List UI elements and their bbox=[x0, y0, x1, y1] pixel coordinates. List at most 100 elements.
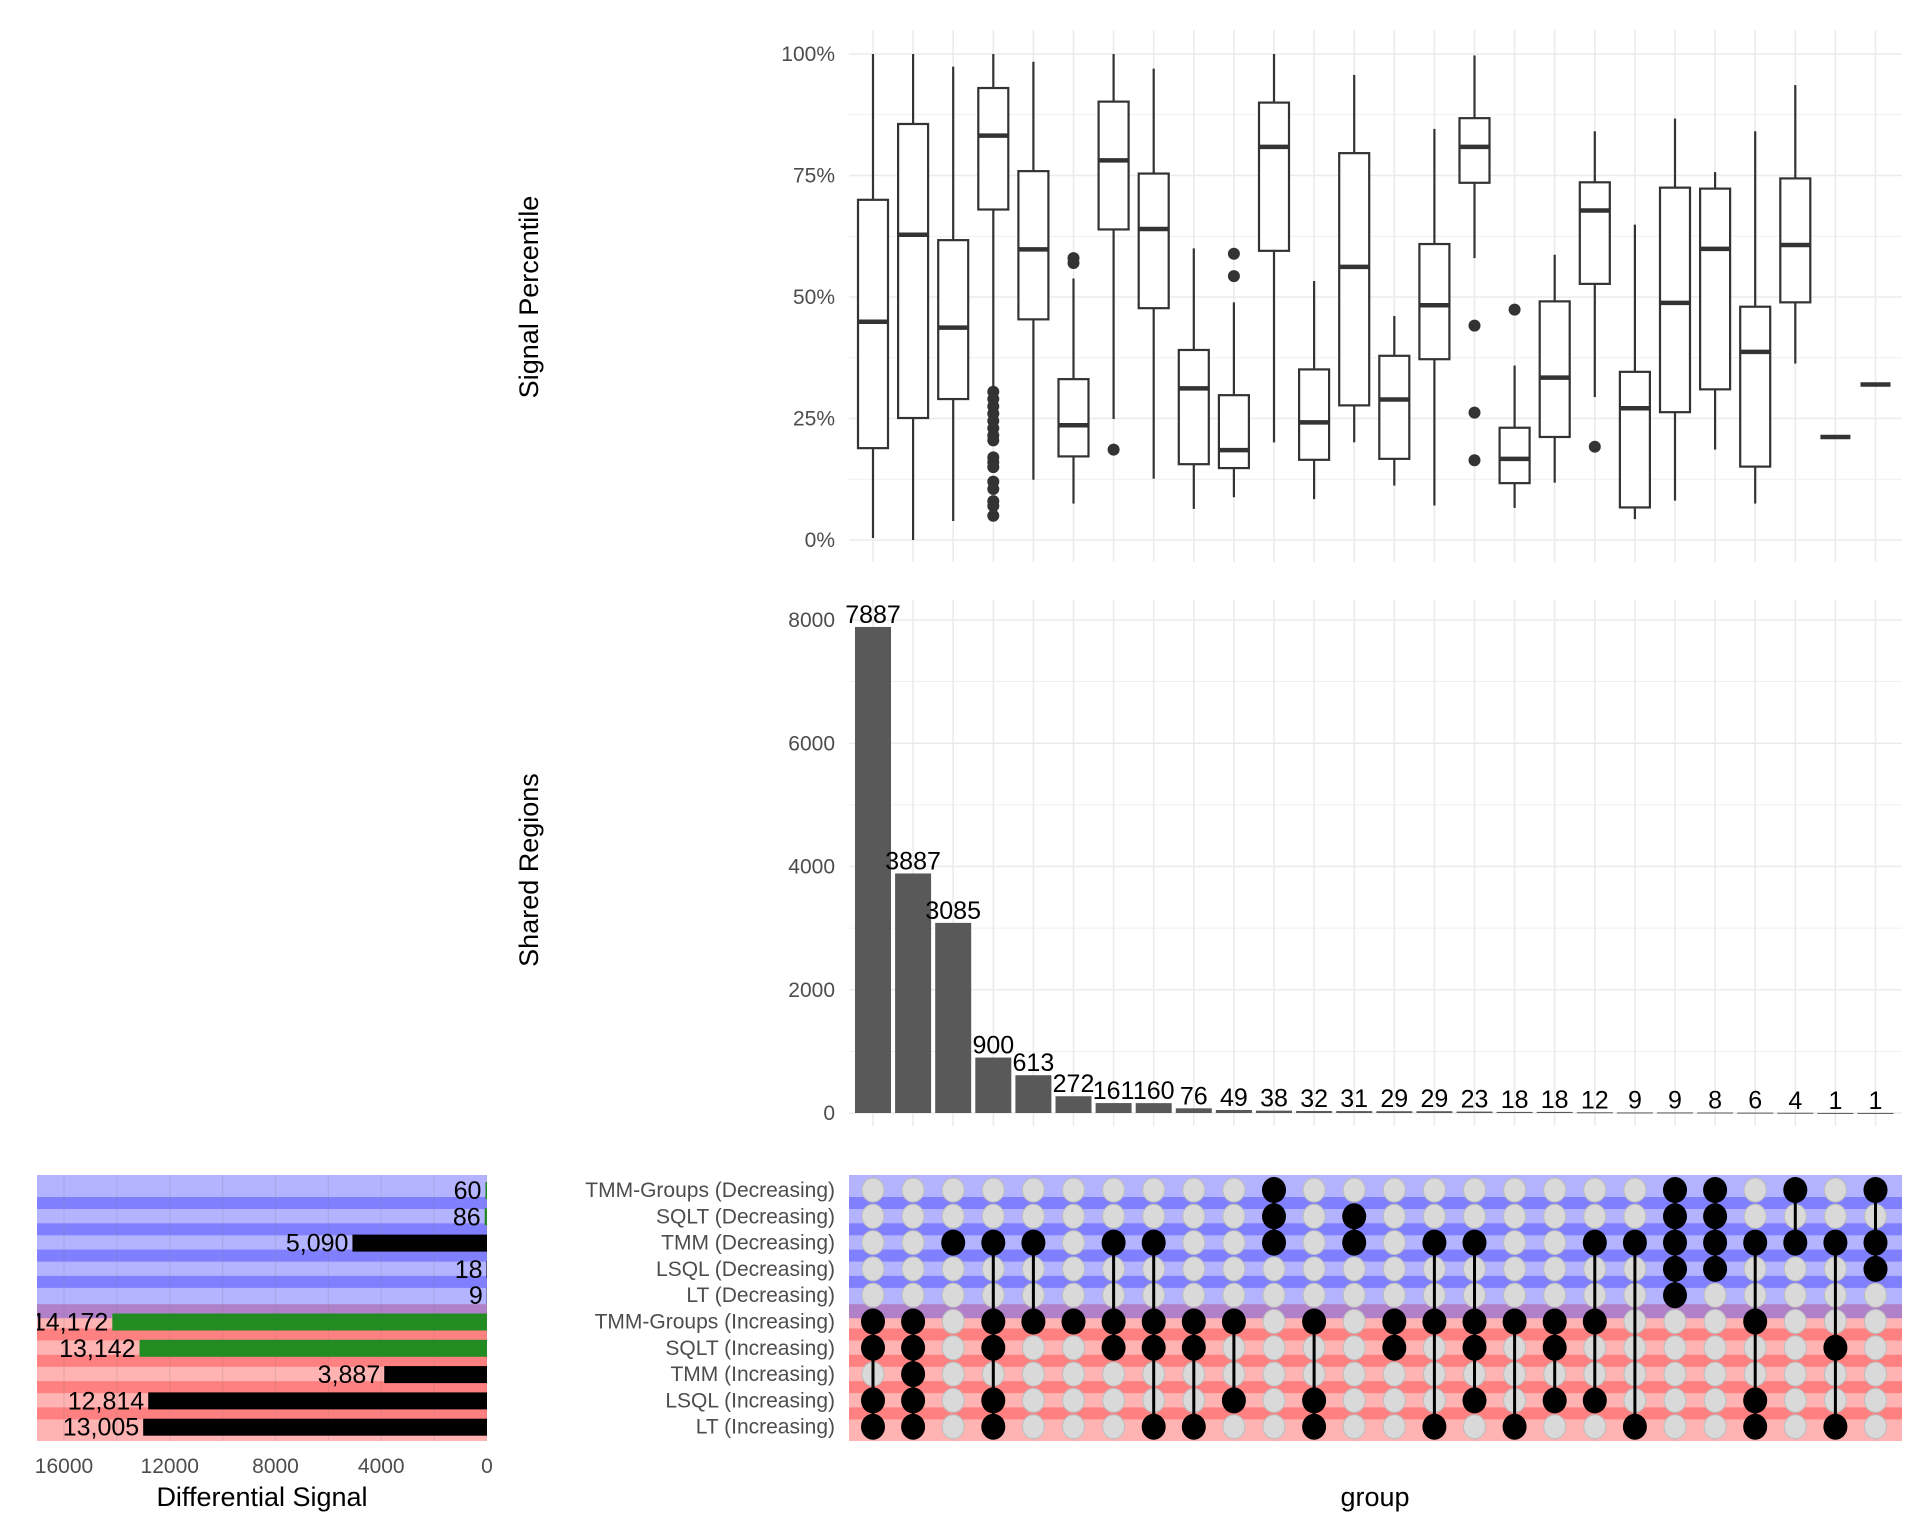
outlier-point bbox=[987, 499, 1000, 512]
matrix-column bbox=[1021, 1177, 1046, 1440]
inactive-dot bbox=[1543, 1256, 1567, 1282]
active-dot bbox=[1743, 1387, 1768, 1414]
inactive-dot bbox=[1543, 1203, 1567, 1229]
active-dot bbox=[1542, 1334, 1567, 1361]
matrix-column bbox=[1863, 1177, 1888, 1440]
set-size-bar bbox=[352, 1234, 487, 1252]
active-dot bbox=[981, 1387, 1006, 1414]
active-dot bbox=[1582, 1308, 1607, 1335]
set-label: LSQL (Decreasing) bbox=[656, 1258, 835, 1281]
set-size-label: 13,142 bbox=[59, 1335, 135, 1363]
set-label: TMM (Increasing) bbox=[670, 1363, 835, 1386]
box bbox=[977, 54, 1010, 522]
inactive-dot bbox=[1062, 1203, 1085, 1229]
matrix-column bbox=[861, 1177, 885, 1440]
set-size-label: 14,172 bbox=[32, 1309, 108, 1337]
inactive-dot bbox=[901, 1282, 925, 1308]
bar-value-label: 18 bbox=[1501, 1086, 1529, 1114]
inactive-dot bbox=[1182, 1256, 1206, 1282]
bar bbox=[855, 626, 891, 1113]
inactive-dot bbox=[1222, 1256, 1246, 1282]
y-tick-label: 100% bbox=[781, 43, 835, 66]
decreasing-stripe bbox=[849, 1197, 1902, 1209]
decreasing-stripe bbox=[849, 1223, 1902, 1236]
box bbox=[1297, 280, 1331, 500]
set-size-bar bbox=[384, 1366, 487, 1384]
box bbox=[1739, 131, 1772, 504]
inactive-dot bbox=[1663, 1335, 1687, 1361]
active-dot bbox=[901, 1387, 926, 1414]
set-size-label: 5,090 bbox=[286, 1230, 349, 1258]
box bbox=[1618, 224, 1652, 520]
inactive-dot bbox=[1062, 1387, 1085, 1413]
inactive-dot bbox=[1864, 1387, 1887, 1413]
active-dot bbox=[1181, 1334, 1206, 1361]
set-size-label: 3,887 bbox=[318, 1361, 381, 1389]
inactive-dot bbox=[1503, 1256, 1527, 1282]
inactive-dot bbox=[1182, 1282, 1206, 1308]
inactive-dot bbox=[1342, 1177, 1366, 1203]
increasing-stripe bbox=[849, 1354, 1902, 1367]
y-tick-label: 25% bbox=[793, 408, 835, 431]
active-dot bbox=[1382, 1334, 1407, 1361]
matrix-column bbox=[1582, 1177, 1607, 1440]
inactive-dot bbox=[1062, 1282, 1085, 1308]
bar bbox=[1296, 1111, 1333, 1113]
inactive-dot bbox=[1021, 1414, 1045, 1440]
inactive-dot bbox=[1342, 1361, 1366, 1387]
bar bbox=[1817, 1112, 1854, 1114]
bar-value-label: 160 bbox=[1133, 1077, 1175, 1105]
active-dot bbox=[1863, 1229, 1888, 1256]
bar-value-label: 23 bbox=[1461, 1086, 1489, 1114]
inactive-dot bbox=[1422, 1177, 1446, 1203]
inactive-dot bbox=[861, 1256, 885, 1282]
active-dot bbox=[1422, 1413, 1447, 1440]
inactive-dot bbox=[981, 1203, 1005, 1229]
bar-value-label: 6 bbox=[1748, 1087, 1762, 1115]
box-iqr bbox=[977, 86, 1010, 211]
active-dot bbox=[1542, 1387, 1567, 1414]
outlier-point bbox=[987, 482, 1000, 495]
active-dot bbox=[1743, 1229, 1768, 1256]
inactive-dot bbox=[1342, 1309, 1366, 1334]
active-dot bbox=[1141, 1229, 1166, 1256]
inactive-dot bbox=[901, 1230, 925, 1256]
bar bbox=[1376, 1111, 1413, 1113]
inactive-dot bbox=[941, 1309, 965, 1334]
inactive-dot bbox=[1543, 1177, 1567, 1203]
y-tick-label: 8000 bbox=[788, 609, 835, 632]
inactive-dot bbox=[1021, 1203, 1045, 1229]
inactive-dot bbox=[1783, 1256, 1807, 1282]
inactive-dot bbox=[1783, 1414, 1807, 1440]
active-dot bbox=[1663, 1177, 1687, 1203]
matrix-column bbox=[1823, 1177, 1848, 1440]
box-iqr bbox=[1097, 100, 1130, 231]
inactive-dot bbox=[1382, 1282, 1406, 1308]
inactive-dot bbox=[1503, 1282, 1527, 1308]
box bbox=[1658, 118, 1692, 501]
inactive-dot bbox=[1543, 1414, 1567, 1440]
increasing-stripe bbox=[849, 1328, 1902, 1341]
box-iqr bbox=[1779, 177, 1812, 304]
active-dot bbox=[1703, 1203, 1728, 1230]
bar-value-label: 9 bbox=[1628, 1086, 1642, 1114]
decreasing-stripe bbox=[37, 1223, 487, 1236]
inactive-dot bbox=[1864, 1309, 1887, 1334]
inactive-dot bbox=[1743, 1203, 1767, 1229]
bar bbox=[1215, 1109, 1252, 1113]
outlier-point bbox=[987, 461, 1000, 474]
bar bbox=[1416, 1111, 1453, 1113]
inactive-dot bbox=[1222, 1230, 1246, 1256]
bar bbox=[1135, 1103, 1172, 1113]
set-size-bar bbox=[148, 1392, 487, 1410]
box bbox=[1017, 61, 1050, 480]
inactive-dot bbox=[1783, 1361, 1807, 1387]
inactive-dot bbox=[1543, 1230, 1567, 1256]
x-tick-label: 12000 bbox=[141, 1455, 199, 1478]
active-dot bbox=[1101, 1229, 1126, 1256]
bar-value-label: 32 bbox=[1300, 1085, 1328, 1113]
active-dot bbox=[1422, 1308, 1447, 1335]
set-size-bar bbox=[139, 1339, 487, 1357]
y-tick-label: 0% bbox=[805, 529, 835, 552]
matrix-column bbox=[1703, 1177, 1728, 1440]
